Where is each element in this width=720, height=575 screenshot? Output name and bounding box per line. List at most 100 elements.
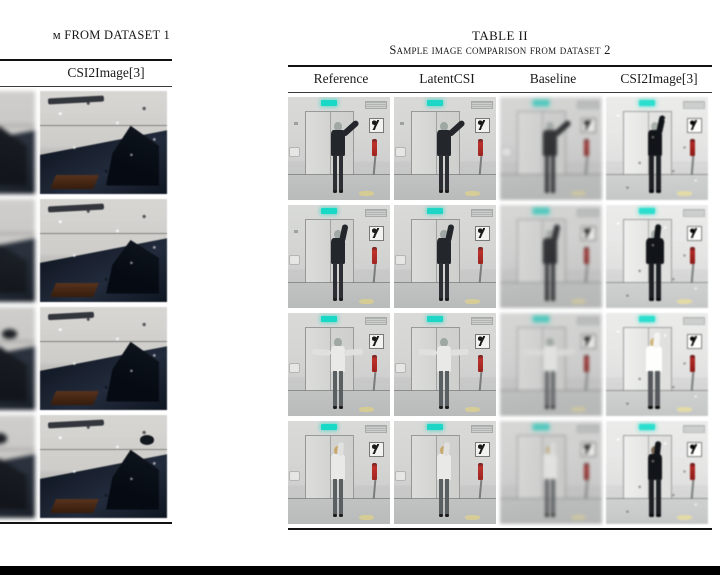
table1-image-grid [0,87,172,522]
rug-shape [49,499,99,514]
table2-cell-baseline[interactable] [500,97,602,201]
dataset2-scene [500,205,602,309]
person-leg-left [649,478,654,516]
dataset1-scene [0,198,35,302]
sink [501,146,513,157]
person-torso [331,346,345,373]
table2-cell-latentcsi[interactable] [394,97,496,201]
table1-cell-baseline[interactable] [0,414,35,518]
person-legs [332,262,344,301]
ceiling-vent [682,208,705,218]
table2-bottom-rule [288,528,712,531]
person-head [334,121,342,131]
dataset2-scene [288,205,390,309]
person-arm-left [524,348,544,356]
person-shoe-left [332,190,338,193]
shelf-shape [47,95,104,105]
table2-cell-latentcsi[interactable] [394,421,496,525]
person-head [651,121,659,131]
table1-row [0,90,172,194]
ceiling-vent [576,424,599,434]
floor-mat [677,298,692,304]
table2-cell-reference[interactable] [288,313,390,417]
person-arm-right [556,348,576,356]
table2-top-rule [288,65,712,68]
table2-cell-latentcsi[interactable] [394,313,496,417]
person-figure [641,331,668,409]
table2-header-rule [288,92,712,94]
table2-col-header-reference: Reference [313,71,369,87]
wall-line [0,124,35,126]
dataset2-scene [606,313,708,417]
floor-mat [465,298,480,304]
person-shoe-right [338,406,344,409]
fire-extinguisher [372,463,377,480]
table1-caption-title: ᴍ FROM DATASET 1 [52,28,170,42]
table2-caption: TABLE II Sample image comparison from da… [288,28,712,58]
person-head [440,229,448,239]
shelf-shape [47,419,104,429]
table2-cell-baseline[interactable] [500,421,602,525]
dataset1-scene [0,306,35,410]
exit-sign-icon [638,316,655,323]
person-figure [643,114,667,193]
table2-row [288,97,712,201]
ceiling-vent [470,316,493,326]
table2-cell-csi2image[interactable] [606,205,708,309]
table2-cell-reference[interactable] [288,97,390,201]
table1-cell-csi2image[interactable] [40,414,167,518]
table2-cell-baseline[interactable] [500,313,602,417]
table2-cell-csi2image[interactable] [606,313,708,417]
fire-extinguisher [584,463,589,480]
table1-cell-csi2image[interactable] [40,306,167,410]
wall-line [40,448,167,450]
table-figure-dataset1: ᴍ FROM DATASET 1 aseline CSI2Image[3] [0,28,172,524]
table2-cell-reference[interactable] [288,205,390,309]
fire-extinguisher [372,139,377,156]
wall-poster [368,225,384,242]
table1-caption: ᴍ FROM DATASET 1 [0,28,172,43]
door-split [435,436,437,511]
person-leg-left [647,370,653,408]
dataset1-scene [40,90,167,194]
exit-sign-icon [320,316,337,323]
table1-cell-csi2image[interactable] [40,90,167,194]
sink [289,362,301,373]
person-legs [438,370,450,409]
person-leg-left [332,262,338,300]
rug-shape [49,391,99,406]
table1-cell-baseline[interactable] [0,90,35,194]
person-figure [433,119,466,193]
table2-cell-csi2image[interactable] [606,421,708,525]
wall-poster [686,117,702,134]
person-head [334,229,342,239]
person-leg-left [544,478,550,516]
wall-poster [368,441,384,458]
person-legs [332,370,344,409]
table2-col-header-latentcsi: LatentCSI [419,71,475,87]
table1-cell-baseline[interactable] [0,306,35,410]
table1-cell-baseline[interactable] [0,198,35,302]
fire-extinguisher [478,355,483,372]
table2-cell-baseline[interactable] [500,205,602,309]
person-shoe-right [550,298,556,301]
person-torso [331,454,345,481]
exit-sign-icon [426,316,443,323]
table2-col-header-baseline: Baseline [529,71,577,87]
door-split [329,112,331,187]
sink [395,470,407,481]
wall-poster [686,441,702,458]
table2-cell-latentcsi[interactable] [394,205,496,309]
table2-cell-reference[interactable] [288,421,390,525]
person-figure [642,223,669,301]
wall-poster [474,441,490,458]
exit-sign-icon [320,424,337,431]
table1-cell-csi2image[interactable] [40,198,167,302]
floor-mat [465,406,480,412]
table2-cell-csi2image[interactable] [606,97,708,201]
wall-poster [686,333,702,350]
person-torso [647,454,663,481]
fire-extinguisher [478,463,483,480]
person-shoe-right [654,406,661,409]
floor-mat [359,190,374,196]
